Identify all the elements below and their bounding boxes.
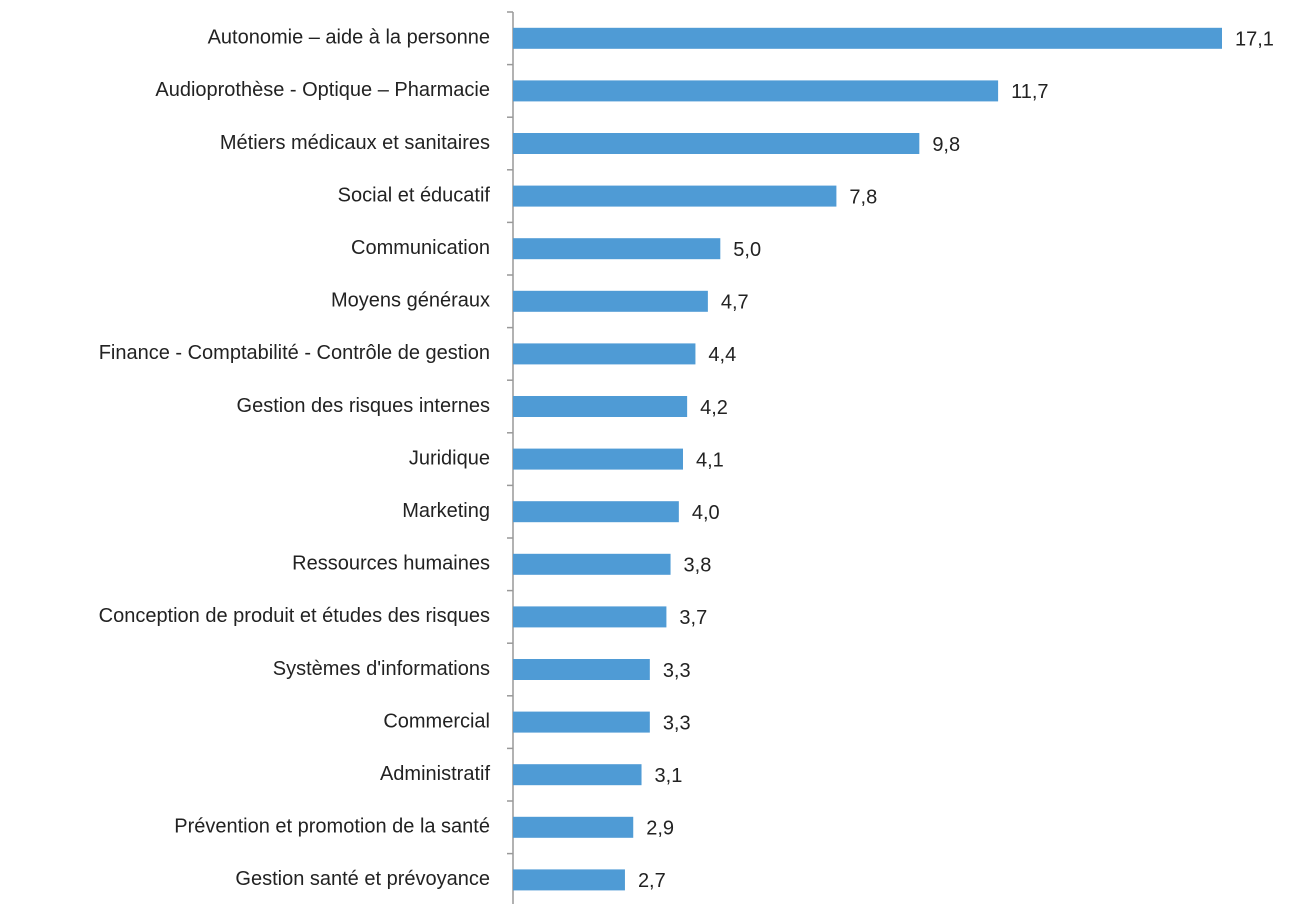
category-label: Prévention et promotion de la santé: [174, 816, 490, 838]
category-label: Marketing: [402, 500, 490, 522]
category-label: Communication: [351, 237, 490, 259]
value-label: 2,9: [646, 818, 674, 840]
value-label: 9,8: [932, 134, 960, 156]
bar: [513, 869, 625, 891]
value-label: 3,3: [663, 712, 691, 734]
category-label: Systèmes d'informations: [273, 658, 490, 680]
bar: [513, 659, 650, 680]
bar: [513, 290, 708, 312]
value-label: 4,4: [708, 344, 736, 366]
bar: [513, 27, 1222, 49]
category-label: Métiers médicaux et sanitaires: [220, 132, 490, 154]
bar: [513, 764, 642, 786]
category-label: Ressources humaines: [292, 553, 490, 575]
category-label: Conception de produit et études des risq…: [99, 605, 490, 627]
category-label: Audioprothèse - Optique – Pharmacie: [155, 79, 490, 101]
value-label: 4,2: [700, 397, 728, 419]
category-label: Gestion des risques internes: [237, 395, 490, 417]
value-label: 5,0: [733, 239, 761, 261]
bar: [513, 448, 683, 470]
value-label: 3,8: [684, 555, 712, 577]
value-label: 4,0: [692, 502, 720, 524]
bar: [513, 396, 688, 417]
bar: [513, 133, 920, 154]
bar: [513, 501, 679, 523]
value-label: 4,1: [696, 449, 724, 471]
category-label: Finance - Comptabilité - Contrôle de ges…: [99, 342, 490, 364]
value-label: 4,7: [721, 292, 749, 314]
category-label: Autonomie – aide à la personne: [208, 27, 490, 49]
bar: [513, 606, 667, 628]
bar: [513, 238, 721, 260]
bar: [513, 711, 650, 733]
bar: [513, 816, 634, 838]
value-label: 3,1: [655, 765, 683, 787]
category-label: Gestion santé et prévoyance: [235, 868, 490, 890]
category-label: Juridique: [409, 447, 490, 469]
category-label: Administratif: [380, 763, 490, 785]
value-label: 3,3: [663, 660, 691, 682]
category-label: Moyens généraux: [331, 290, 490, 312]
category-label: Social et éducatif: [338, 184, 491, 206]
bar: [513, 343, 696, 365]
value-label: 17,1: [1235, 29, 1274, 51]
value-label: 2,7: [638, 870, 666, 892]
bar: [513, 80, 999, 102]
value-label: 7,8: [849, 186, 877, 208]
value-label: 3,7: [679, 607, 707, 629]
category-label: Commercial: [383, 710, 490, 732]
bar: [513, 185, 837, 207]
value-label: 11,7: [1011, 81, 1048, 103]
bar: [513, 553, 671, 575]
